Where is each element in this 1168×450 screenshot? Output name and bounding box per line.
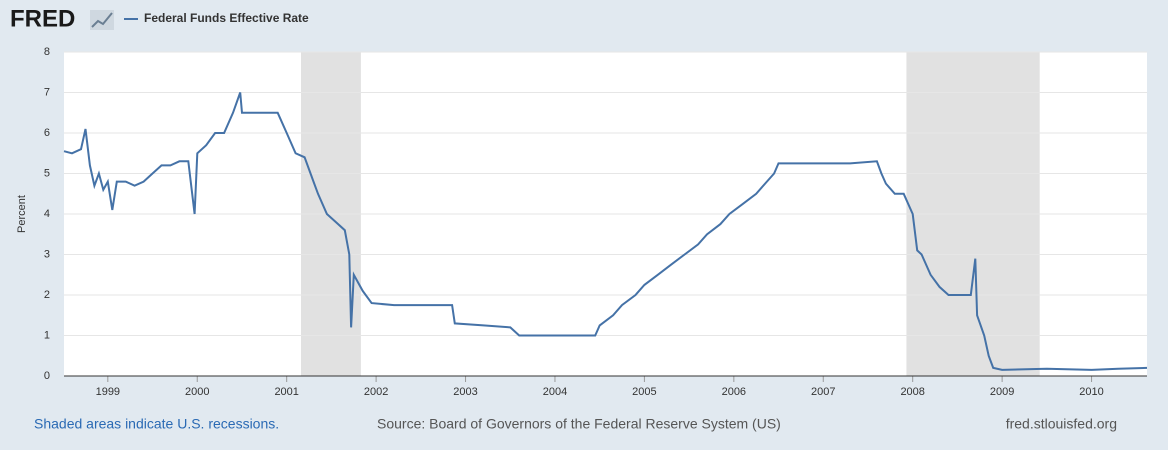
y-tick-label: 2	[44, 289, 50, 301]
x-tick-label: 2001	[274, 386, 298, 398]
site[interactable]: fred.stlouisfed.org	[1006, 416, 1117, 432]
y-tick-label: 0	[44, 370, 50, 382]
y-tick-label: 4	[44, 208, 50, 220]
x-tick-label: 2002	[364, 386, 388, 398]
x-tick-label: 2003	[453, 386, 477, 398]
y-tick-label: 1	[44, 329, 50, 341]
x-tick-label: 1999	[96, 386, 120, 398]
x-tick-label: 2007	[811, 386, 835, 398]
x-tick-label: 2004	[543, 386, 567, 398]
y-axis-label: Percent	[16, 195, 28, 233]
plot-layer: 0 1 2 3 4 5 6 7 8 1999 2000 2001 2002 2003 2004 2005 200…	[44, 46, 1148, 398]
y-tick-label: 3	[44, 248, 50, 260]
y-tick-label: 8	[44, 46, 50, 58]
recession-note[interactable]: Shaded areas indicate U.S. recessions.	[34, 416, 279, 432]
y-tick-label: 5	[44, 167, 50, 179]
x-tick-label: 2005	[632, 386, 656, 398]
x-tick-label: 2006	[722, 386, 746, 398]
x-tick-label: 2000	[185, 386, 209, 398]
x-tick-label: 2009	[990, 386, 1014, 398]
legend-label: Federal Funds Effective Rate	[144, 11, 309, 25]
y-tick-label: 7	[44, 86, 50, 98]
x-tick-label: 2008	[900, 386, 924, 398]
logo: FRED	[10, 5, 75, 32]
series-line	[63, 92, 1148, 371]
source: Source: Board of Governors of the Federa…	[377, 416, 781, 432]
logo-icon	[90, 10, 114, 30]
x-tick-label: 2010	[1079, 386, 1103, 398]
y-tick-label: 6	[44, 127, 50, 139]
